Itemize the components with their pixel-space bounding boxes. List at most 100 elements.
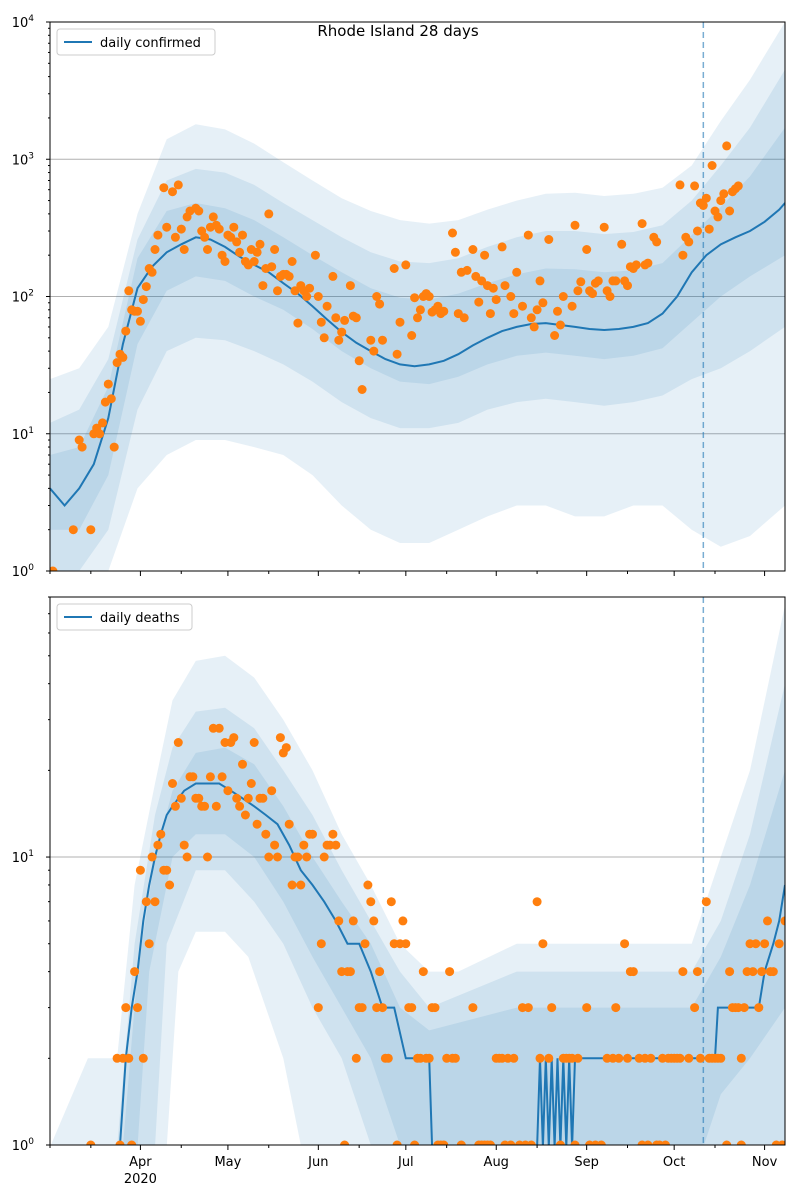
observed-point	[617, 239, 627, 249]
observed-point	[302, 852, 312, 862]
observed-point	[135, 865, 145, 875]
observed-point	[777, 1140, 785, 1145]
x-tick-label: Sep	[574, 1155, 599, 1170]
observed-point	[121, 326, 131, 336]
observed-point	[249, 257, 259, 266]
observed-point	[261, 829, 271, 839]
observed-point	[736, 1053, 746, 1063]
observed-point	[293, 852, 303, 862]
observed-point	[518, 301, 527, 311]
observed-point	[235, 801, 245, 811]
observed-point	[112, 358, 122, 368]
observed-point	[620, 939, 630, 949]
observed-point	[348, 916, 358, 926]
observed-point	[293, 318, 303, 328]
observed-point	[319, 333, 329, 343]
observed-point	[141, 282, 151, 292]
observed-point	[340, 315, 350, 325]
observed-point	[238, 230, 247, 240]
observed-point	[506, 1140, 516, 1145]
observed-point	[410, 1140, 420, 1145]
observed-point	[375, 967, 385, 977]
observed-point	[86, 1140, 96, 1145]
observed-point	[214, 224, 224, 234]
observed-point	[331, 313, 341, 323]
observed-point	[378, 1003, 387, 1013]
observed-point	[287, 257, 297, 266]
observed-point	[328, 271, 338, 281]
observed-point	[462, 265, 472, 275]
observed-point	[109, 442, 119, 452]
observed-point	[138, 1053, 148, 1063]
observed-point	[593, 276, 603, 286]
observed-point	[176, 793, 186, 803]
observed-point	[576, 277, 586, 287]
observed-point	[378, 335, 387, 345]
observed-point	[299, 840, 309, 850]
observed-point	[331, 840, 341, 850]
observed-point	[267, 786, 277, 796]
observed-point	[334, 916, 344, 926]
x-year-label: 2020	[124, 1172, 157, 1187]
observed-point	[623, 281, 632, 291]
observed-point	[628, 967, 638, 977]
observed-point	[121, 1003, 131, 1013]
observed-point	[316, 317, 326, 327]
observed-point	[229, 222, 239, 232]
observed-point	[485, 1140, 495, 1145]
observed-point	[751, 939, 761, 949]
observed-point	[722, 141, 732, 151]
observed-point	[351, 1053, 361, 1063]
observed-point	[401, 939, 411, 949]
observed-point	[690, 1003, 700, 1013]
observed-point	[170, 801, 180, 811]
observed-point	[264, 209, 274, 219]
observed-point	[363, 880, 373, 890]
observed-point	[690, 181, 700, 191]
observed-point	[337, 327, 347, 337]
y-tick-label: 104	[12, 14, 35, 31]
observed-point	[538, 939, 548, 949]
y-tick-label: 100	[12, 563, 35, 580]
observed-point	[345, 281, 355, 291]
x-axis: Apr May Jun Jul Aug Sep Oct Nov 2020	[124, 1155, 778, 1187]
observed-point	[68, 525, 78, 535]
x-tick-label: Jun	[307, 1155, 328, 1170]
observed-point	[509, 1053, 519, 1063]
observed-point	[50, 566, 58, 571]
observed-point	[614, 1053, 624, 1063]
observed-point	[179, 245, 189, 254]
observed-point	[780, 916, 785, 926]
observed-point	[103, 379, 113, 389]
uncertainty-band-3	[123, 747, 785, 1145]
observed-point	[232, 237, 242, 247]
observed-point	[468, 1003, 478, 1013]
observed-point	[553, 306, 562, 316]
observed-point	[512, 267, 522, 277]
observed-point	[372, 292, 382, 301]
observed-point	[695, 1053, 705, 1063]
observed-point	[523, 230, 533, 240]
observed-point	[485, 309, 495, 319]
observed-point	[223, 786, 233, 796]
observed-point	[719, 189, 729, 199]
observed-point	[150, 897, 160, 907]
observed-point	[305, 283, 315, 293]
observed-point	[506, 292, 516, 301]
observed-point	[316, 939, 326, 949]
observed-point	[214, 723, 224, 733]
observed-point	[273, 286, 282, 296]
observed-point	[366, 335, 376, 345]
observed-point	[643, 1140, 653, 1145]
observed-point	[637, 219, 647, 229]
observed-point	[430, 1003, 440, 1013]
observed-point	[413, 313, 422, 323]
observed-point	[611, 276, 621, 286]
observed-point	[168, 779, 177, 788]
observed-point	[643, 258, 653, 268]
observed-point	[95, 429, 105, 439]
observed-point	[693, 967, 702, 977]
x-tick-label: Apr	[129, 1155, 152, 1170]
observed-point	[567, 301, 577, 311]
observed-point	[500, 281, 510, 291]
